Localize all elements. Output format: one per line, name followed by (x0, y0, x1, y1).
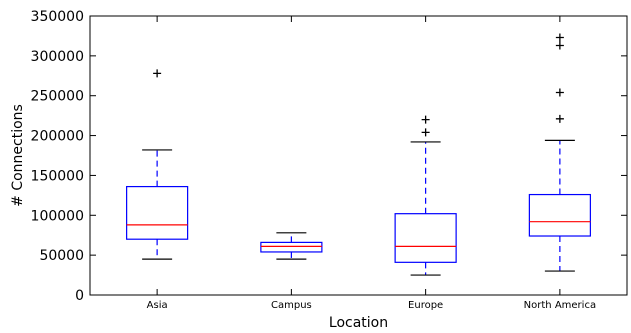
x-tick-label: North America (524, 300, 596, 311)
box-north-america (528, 33, 591, 272)
y-axis: 0 50000 100000 150000 200000 250000 300000 3500… (31, 9, 627, 304)
plot-area (89, 15, 628, 296)
y-tick-label: 350000 (31, 9, 84, 25)
outlier-point (153, 69, 162, 78)
outlier-point (555, 88, 564, 97)
y-tick-label: 300000 (31, 49, 84, 65)
outlier-point (555, 33, 564, 42)
y-axis-label: # Connections (10, 104, 26, 207)
y-tick-label: 150000 (31, 168, 84, 184)
x-axis: Asia Campus Europe North America (147, 16, 596, 311)
iqr-box (260, 241, 323, 253)
x-tick-label: Asia (147, 300, 168, 311)
y-tick-label: 0 (75, 288, 84, 304)
y-tick-label: 250000 (31, 89, 84, 105)
y-tick-label: 50000 (39, 248, 84, 264)
outlier-point (555, 41, 564, 50)
iqr-box (528, 193, 591, 237)
boxes-layer (126, 33, 591, 276)
box-europe (394, 115, 457, 276)
iqr-box (394, 213, 457, 263)
iqr-box (126, 185, 189, 240)
x-tick-label: Campus (271, 300, 312, 311)
y-tick-label: 200000 (31, 129, 84, 145)
outlier-point (421, 115, 430, 124)
x-axis-label: Location (329, 315, 388, 331)
y-tick-label: 100000 (31, 208, 84, 224)
outlier-point (421, 128, 430, 137)
outlier-point (555, 114, 564, 123)
box-campus (260, 232, 323, 260)
x-tick-label: Europe (408, 300, 443, 311)
box-asia (126, 69, 189, 260)
